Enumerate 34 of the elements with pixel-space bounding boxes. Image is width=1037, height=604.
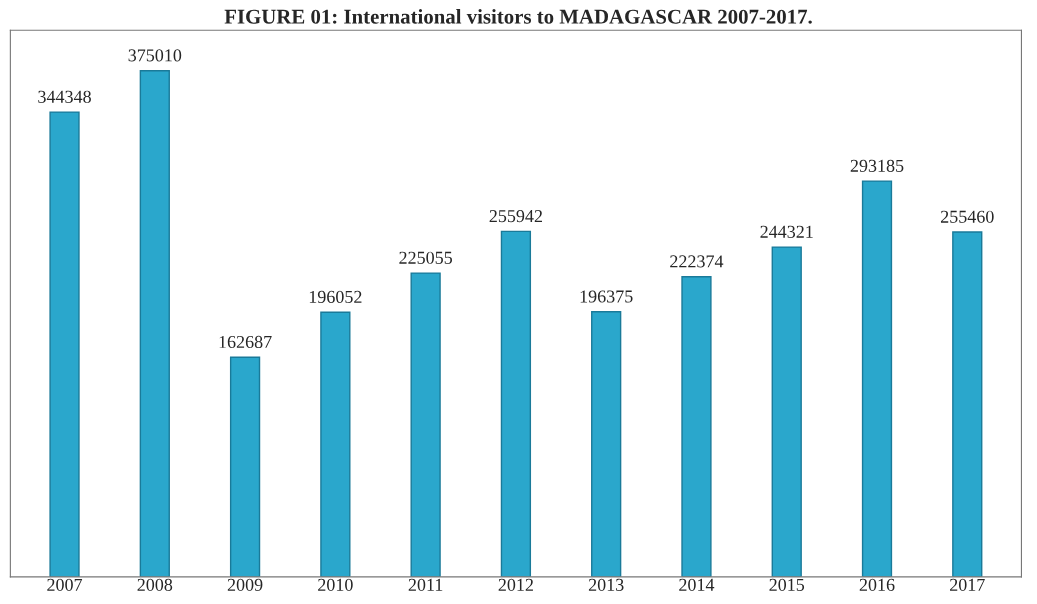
x-tick-label: 2008 <box>137 578 173 591</box>
bar <box>320 311 351 577</box>
x-tick-label: 2012 <box>498 578 533 591</box>
x-tick-label: 2010 <box>318 578 353 591</box>
x-tick-label: 2014 <box>679 578 715 591</box>
bar <box>139 69 170 577</box>
data-label: 244321 <box>760 225 813 238</box>
bar <box>500 230 532 577</box>
x-tick-label: 2009 <box>227 578 263 591</box>
data-label: 222374 <box>670 255 724 268</box>
x-tick-label: 2013 <box>588 578 624 591</box>
bar <box>229 356 261 577</box>
bar <box>771 246 802 577</box>
x-tick-label: 2017 <box>950 578 985 591</box>
data-label: 196052 <box>309 290 362 303</box>
bar <box>591 311 622 577</box>
data-label: 225055 <box>399 251 453 264</box>
bar <box>49 111 80 577</box>
data-label: 255460 <box>940 210 994 223</box>
chart-title: FIGURE 01: International visitors to MADAGASCAR 2007-2017. <box>224 9 812 24</box>
x-tick-label: 2007 <box>47 578 83 591</box>
x-tick-label: 2015 <box>769 578 805 591</box>
data-label: 255942 <box>489 210 542 223</box>
bar <box>952 231 983 577</box>
bar <box>410 272 441 577</box>
bar <box>681 275 712 577</box>
data-label: 375010 <box>128 49 182 62</box>
bar <box>861 180 893 577</box>
data-label: 293185 <box>850 159 904 172</box>
data-label: 196375 <box>580 290 633 303</box>
data-label: 344348 <box>38 90 91 103</box>
data-label: 162687 <box>219 335 272 349</box>
x-tick-label: 2011 <box>408 578 443 591</box>
x-tick-label: 2016 <box>859 578 895 591</box>
